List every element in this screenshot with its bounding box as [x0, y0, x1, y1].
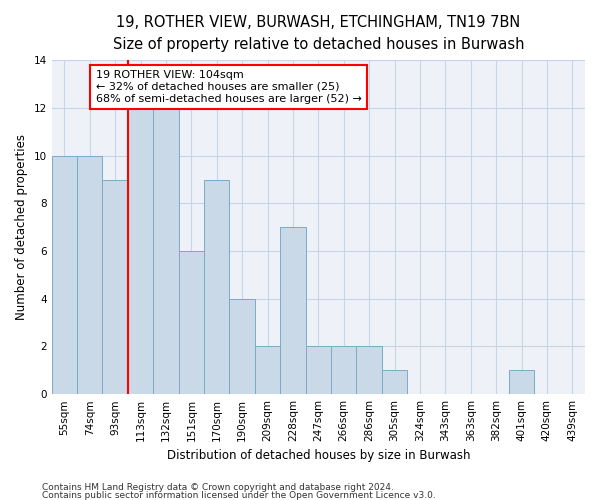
- Text: Contains HM Land Registry data © Crown copyright and database right 2024.: Contains HM Land Registry data © Crown c…: [42, 484, 394, 492]
- Bar: [509, 370, 534, 394]
- Bar: [52, 156, 77, 394]
- Title: 19, ROTHER VIEW, BURWASH, ETCHINGHAM, TN19 7BN
Size of property relative to deta: 19, ROTHER VIEW, BURWASH, ETCHINGHAM, TN…: [113, 15, 524, 52]
- Bar: [128, 108, 153, 394]
- X-axis label: Distribution of detached houses by size in Burwash: Distribution of detached houses by size …: [167, 450, 470, 462]
- Bar: [153, 108, 179, 394]
- Bar: [103, 180, 128, 394]
- Text: Contains public sector information licensed under the Open Government Licence v3: Contains public sector information licen…: [42, 490, 436, 500]
- Bar: [356, 346, 382, 394]
- Bar: [229, 299, 255, 394]
- Bar: [382, 370, 407, 394]
- Bar: [179, 251, 204, 394]
- Bar: [280, 227, 305, 394]
- Bar: [77, 156, 103, 394]
- Text: 19 ROTHER VIEW: 104sqm
← 32% of detached houses are smaller (25)
68% of semi-det: 19 ROTHER VIEW: 104sqm ← 32% of detached…: [95, 70, 362, 104]
- Bar: [305, 346, 331, 394]
- Bar: [331, 346, 356, 394]
- Bar: [255, 346, 280, 394]
- Y-axis label: Number of detached properties: Number of detached properties: [15, 134, 28, 320]
- Bar: [204, 180, 229, 394]
